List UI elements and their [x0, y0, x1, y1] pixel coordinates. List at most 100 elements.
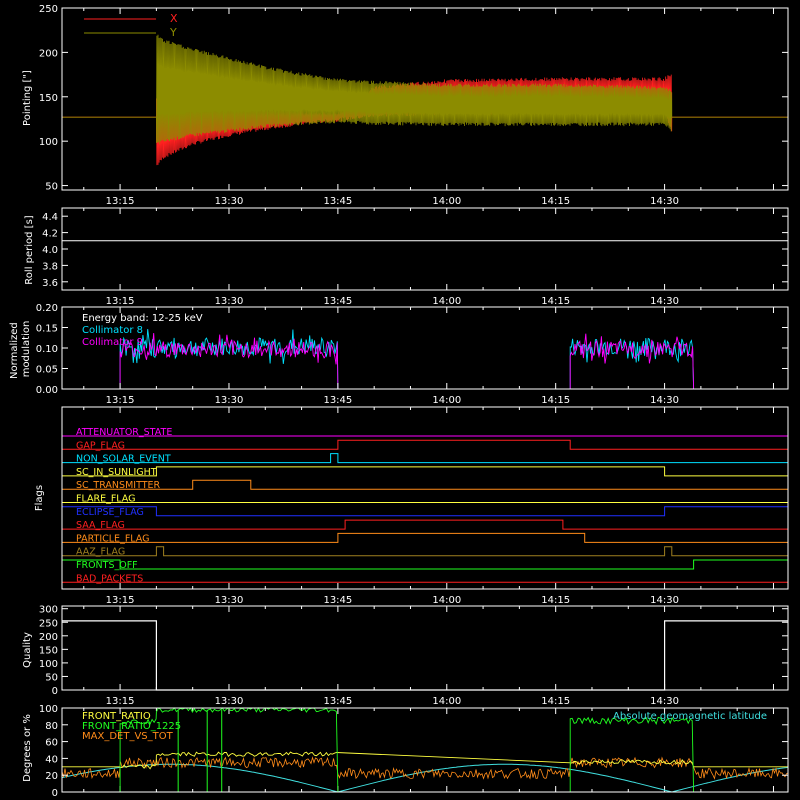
pointing-ytick-label-4: 250: [39, 4, 58, 15]
ratios-legend-max-det: MAX_DET_VS_TOT: [82, 731, 174, 742]
pointing-plot-frame: [61, 7, 789, 191]
pointing-xtick-label-0: 13:15: [106, 196, 135, 207]
ratios-legend-front-ratio-1225: FRONT_RATIO_1225: [82, 721, 181, 732]
pointing-series-Y: [62, 34, 788, 144]
ratios-ytick-label-4: 80: [45, 721, 58, 732]
roll-ytick-label-0: 3.6: [42, 278, 58, 289]
pointing-ylabel: Pointing ["]: [22, 70, 33, 126]
modulation-annotation: Energy band: 12-25 keV: [82, 313, 203, 324]
ratios-series-front-ratio: [62, 751, 788, 770]
modulation-ylabel-line1: Normalized: [9, 322, 20, 379]
flag-label-eclipse_flag: ECLIPSE_FLAG: [76, 507, 144, 518]
flags-ylabel: Flags: [34, 485, 45, 511]
pointing-ytick-label-1: 100: [39, 137, 58, 148]
ratios-ytick-label-2: 40: [45, 754, 58, 765]
quality-ylabel: Quality: [22, 632, 33, 668]
pointing-xtick-label-3: 14:00: [432, 196, 461, 207]
quality-ytick-label-3: 150: [39, 645, 58, 656]
pointing-legend: X Y: [84, 12, 178, 39]
roll-ytick-label-2: 4.0: [42, 245, 58, 256]
modulation-xtick-label-5: 14:30: [650, 395, 679, 406]
modulation-legend-c8: Collimator 8: [82, 325, 143, 336]
quality-xtick-label-5: 14:30: [650, 696, 679, 707]
flag-line-particle_flag: [62, 532, 788, 543]
flag-line-saa_flag: [62, 519, 788, 530]
roll-xtick-label-2: 13:45: [323, 296, 352, 307]
pointing-xtick-label-2: 13:45: [323, 196, 352, 207]
ratios-series-max-det: [61, 756, 789, 780]
flags-xtick-label-3: 14:00: [432, 595, 461, 606]
pointing-ytick-label-3: 200: [39, 48, 58, 59]
quality-xtick-label-0: 13:15: [106, 696, 135, 707]
ratios-legend-front-ratio: FRONT_RATIO: [82, 711, 151, 722]
modulation-legend-c9: Collimator 9: [82, 337, 143, 348]
flag-label-gap_flag: GAP_FLAG: [76, 440, 125, 451]
legend-y-label: Y: [169, 26, 177, 39]
modulation-ytick-label-1: 0.05: [36, 365, 58, 376]
flag-label-non_solar_event: NON_SOLAR_EVENT: [76, 454, 171, 465]
quality-ytick-label-1: 50: [45, 672, 58, 683]
flag-label-attenuator_state: ATTENUATOR_STATE: [76, 427, 172, 438]
roll-xtick-label-5: 14:30: [650, 296, 679, 307]
roll-xtick-label-4: 14:15: [541, 296, 570, 307]
pointing-xtick-label-5: 14:30: [650, 196, 679, 207]
roll-xtick-label-3: 14:00: [432, 296, 461, 307]
modulation-data-layer: [62, 329, 788, 390]
quality-ytick-label-6: 300: [39, 605, 58, 616]
modulation-ytick-label-4: 0.20: [36, 303, 58, 314]
flags-xtick-label-2: 13:45: [323, 595, 352, 606]
modulation-ytick-label-0: 0.00: [36, 385, 58, 396]
flags-data-layer: ATTENUATOR_STATE GAP_FLAG NON_SOLAR_EVENT S…: [61, 427, 789, 584]
quality-plot-frame: [61, 605, 789, 691]
quality-ytick-label-4: 200: [39, 632, 58, 643]
flags-plot-frame: [61, 406, 789, 590]
ratios-ytick-label-5: 100: [39, 704, 58, 715]
quality-xtick-label-2: 13:45: [323, 696, 352, 707]
roll-xtick-label-0: 13:15: [106, 296, 135, 307]
flag-label-bad_packets: BAD_PACKETS: [76, 573, 143, 584]
modulation-series-0: [62, 329, 788, 390]
pointing-xtick-label-1: 13:30: [215, 196, 244, 207]
modulation-ylabel-line2: modulation: [21, 321, 32, 378]
quality-xaxis: 13:15 13:30 13:45 14:00 14:15 14:30: [83, 606, 774, 707]
modulation-xtick-label-3: 14:00: [432, 395, 461, 406]
ratios-data-layer: [61, 707, 789, 793]
roll-ytick-label-1: 3.8: [42, 261, 58, 272]
panel-flags: ATTENUATOR_STATE GAP_FLAG NON_SOLAR_EVENT S…: [34, 406, 789, 606]
flag-line-aaz_flag: [62, 546, 788, 557]
pointing-xtick-label-4: 14:15: [541, 196, 570, 207]
ratios-ytick-label-0: 0: [52, 788, 58, 799]
roll-ytick-label-4: 4.4: [42, 212, 58, 223]
legend-x-label: X: [170, 12, 178, 25]
roll-xaxis: 13:15 13:30 13:45 14:00 14:15 14:30: [83, 208, 774, 307]
flags-xtick-label-0: 13:15: [106, 595, 135, 606]
ratios-ytick-label-3: 60: [45, 738, 58, 749]
flag-label-aaz_flag: AAZ_FLAG: [76, 547, 125, 558]
modulation-ytick-label-2: 0.10: [36, 344, 58, 355]
quality-yaxis: 0 50 100 150 200 250 300: [39, 605, 788, 697]
flag-line-gap_flag: [62, 439, 788, 450]
quality-ytick-label-5: 250: [39, 618, 58, 629]
flag-line-sc_in_sunlight: [62, 466, 788, 477]
pointing-data-layer: [62, 34, 788, 166]
ratios-ylabel: Degrees or %: [22, 714, 33, 782]
flags-xtick-label-5: 14:30: [650, 595, 679, 606]
quality-xtick-label-1: 13:30: [215, 696, 244, 707]
roll-ytick-label-3: 4.2: [42, 229, 58, 240]
roll-xtick-label-1: 13:30: [215, 296, 244, 307]
ratios-yaxis: 0 20 40 60 80 100: [39, 704, 788, 799]
pointing-xaxis: 13:15 13:30 13:45 14:00 14:15 14:30: [83, 8, 774, 207]
modulation-ytick-label-3: 0.15: [36, 324, 58, 335]
modulation-yaxis: 0.00 0.05 0.10 0.15 0.20: [36, 303, 788, 396]
modulation-xtick-label-0: 13:15: [106, 395, 135, 406]
roll-ylabel: Roll period [s]: [24, 215, 35, 284]
roll-yaxis: 3.6 3.8 4.0 4.2 4.4: [42, 212, 788, 289]
pointing-ytick-label-0: 50: [45, 182, 58, 193]
flag-line-non_solar_event: [62, 453, 788, 464]
panel-roll: 3.6 3.8 4.0 4.2 4.4 13:15 13:30 13:45 14:00 14:1…: [24, 207, 789, 307]
quality-xtick-label-4: 14:15: [541, 696, 570, 707]
flags-xaxis: 13:15 13:30 13:45 14:00 14:15 14:30: [83, 407, 774, 606]
modulation-xtick-label-1: 13:30: [215, 395, 244, 406]
flag-label-flare_flag: FLARE_FLAG: [76, 494, 136, 505]
